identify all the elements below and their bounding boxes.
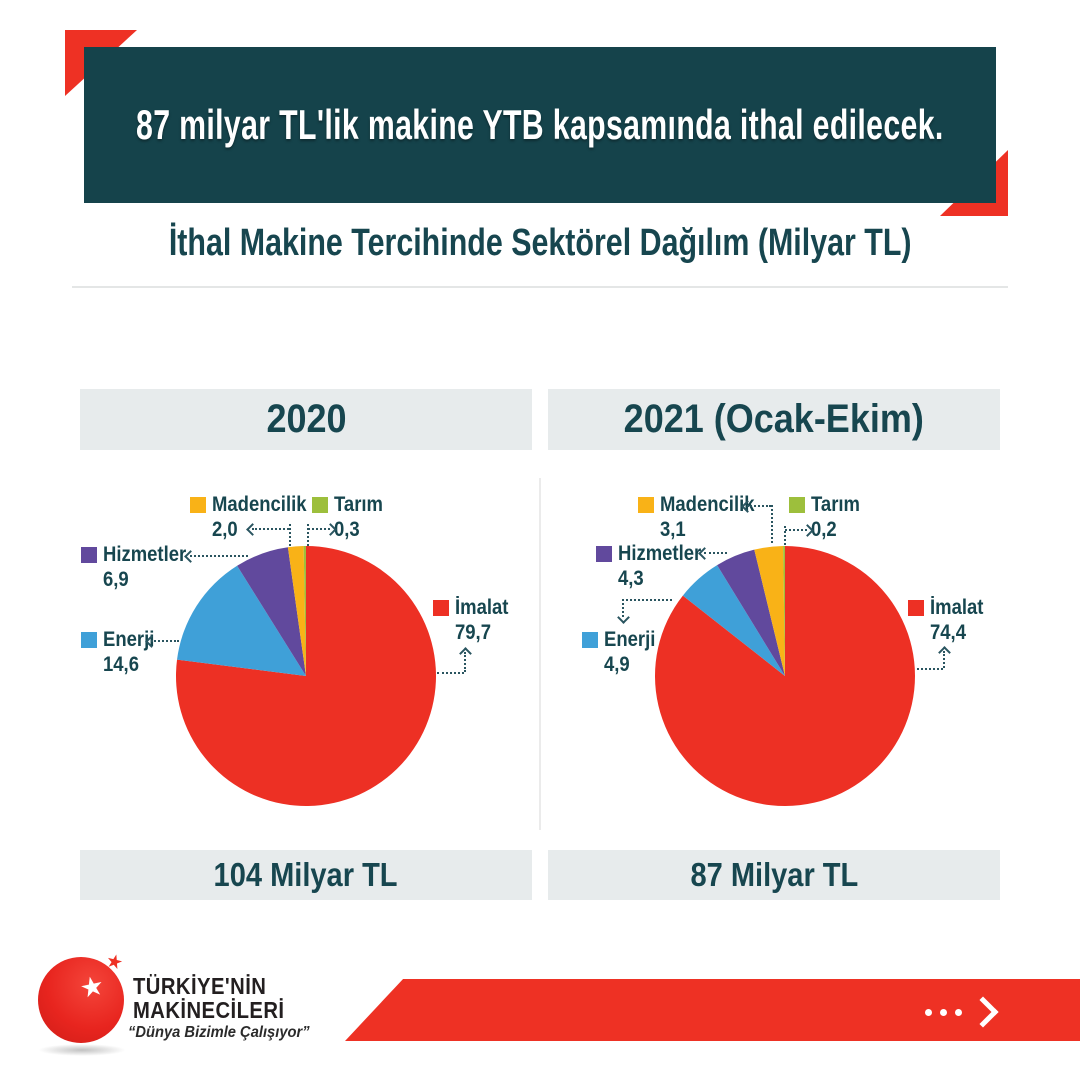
leader-line <box>771 505 773 543</box>
imalat-swatch-icon <box>908 600 924 616</box>
leader-line <box>190 555 248 557</box>
tarim-swatch-icon <box>312 497 328 513</box>
legend-label: Madencilik <box>660 493 755 516</box>
logo-circle <box>38 957 124 1043</box>
dot-icon <box>940 1008 947 1016</box>
legend-value: 14,6 <box>103 653 139 676</box>
legend-value: 6,9 <box>103 568 129 591</box>
legend-value: 0,2 <box>811 518 837 541</box>
legend-value: 4,3 <box>618 567 644 590</box>
legend-2020-tarim: Tarım 0,3 <box>312 494 390 543</box>
enerji-swatch-icon <box>81 632 97 648</box>
legend-label: Hizmetler <box>618 542 702 565</box>
leader-line <box>622 599 672 601</box>
panel-header-2021: 2021 (Ocak-Ekim) <box>548 389 1000 450</box>
legend-2020-madencilik: Madencilik 2,0 <box>190 494 319 543</box>
legend-value: 74,4 <box>930 621 966 644</box>
red-star-icon: ★ <box>103 949 126 975</box>
leader-line <box>151 640 179 642</box>
leader-line <box>464 652 466 672</box>
legend-label: İmalat <box>455 596 509 619</box>
total-2021-label: 87 Milyar TL <box>690 856 858 893</box>
horizontal-divider <box>72 286 1008 288</box>
legend-2021-madencilik: Madencilik 3,1 <box>638 494 767 543</box>
next-arrow-button[interactable] <box>925 996 999 1028</box>
dot-icon <box>925 1008 932 1016</box>
leader-line <box>704 552 727 554</box>
leader-line <box>437 672 464 674</box>
legend-value: 4,9 <box>604 653 630 676</box>
headline-title: 87 milyar TL'lik makine YTB kapsamında i… <box>136 101 944 148</box>
legend-label: Madencilik <box>212 493 307 516</box>
legend-label: Hizmetler <box>103 543 187 566</box>
chart-subtitle: İthal Makine Tercihinde Sektörel Dağılım… <box>168 222 912 264</box>
total-2020-label: 104 Milyar TL <box>213 856 399 893</box>
leader-line <box>308 528 330 530</box>
panel-header-2021-label: 2021 (Ocak-Ekim) <box>623 397 925 441</box>
legend-value: 0,3 <box>334 518 360 541</box>
leader-arrow-down <box>617 611 630 624</box>
leader-arrow-up <box>459 647 472 660</box>
panel-header-2020-label: 2020 <box>265 397 347 441</box>
dot-icon <box>955 1008 962 1016</box>
legend-value: 2,0 <box>212 518 238 541</box>
total-box-2020: 104 Milyar TL <box>80 850 532 900</box>
legend-2020-imalat: İmalat 79,7 <box>433 597 516 646</box>
madencilik-swatch-icon <box>190 497 206 513</box>
imalat-swatch-icon <box>433 600 449 616</box>
leader-line <box>917 668 943 670</box>
legend-label: Enerji <box>604 628 656 651</box>
logo-shadow <box>38 1044 126 1056</box>
leader-line <box>785 529 807 531</box>
tarim-swatch-icon <box>789 497 805 513</box>
legend-label: Tarım <box>811 493 860 516</box>
legend-value: 79,7 <box>455 621 491 644</box>
legend-2021-enerji: Enerji 4,9 <box>582 629 662 678</box>
chevron-right-icon <box>967 996 999 1028</box>
leader-arrow-up <box>938 646 951 659</box>
logo-text-line2: MAKİNECİLERİ <box>133 997 285 1023</box>
leader-line <box>943 651 945 668</box>
enerji-swatch-icon <box>582 632 598 648</box>
hizmetler-swatch-icon <box>81 547 97 563</box>
legend-label: Enerji <box>103 628 155 651</box>
madencilik-swatch-icon <box>638 497 654 513</box>
leader-line <box>622 599 624 617</box>
panel-divider <box>539 478 541 830</box>
legend-2021-tarim: Tarım 0,2 <box>789 494 867 543</box>
legend-2020-hizmetler: Hizmetler 6,9 <box>81 544 198 593</box>
leader-line <box>289 524 291 546</box>
logo-text-line1: TÜRKİYE'NİN <box>133 973 267 999</box>
legend-label: İmalat <box>930 596 984 619</box>
panel-header-2020: 2020 <box>80 389 532 450</box>
subtitle-wrap: İthal Makine Tercihinde Sektörel Dağılım… <box>0 222 1080 265</box>
legend-2021-imalat: İmalat 74,4 <box>908 597 991 646</box>
leader-line <box>747 505 771 507</box>
hizmetler-swatch-icon <box>596 546 612 562</box>
pie-chart-2021 <box>655 546 915 806</box>
leader-line <box>307 524 309 546</box>
total-box-2021: 87 Milyar TL <box>548 850 1000 900</box>
legend-value: 3,1 <box>660 518 686 541</box>
logo-slogan: “Dünya Bizimle Çalışıyor” <box>128 1024 310 1041</box>
pie-chart-2020 <box>176 546 436 806</box>
headline-banner: 87 milyar TL'lik makine YTB kapsamında i… <box>84 47 996 203</box>
legend-label: Tarım <box>334 493 383 516</box>
leader-line <box>784 526 786 545</box>
legend-2021-hizmetler: Hizmetler 4,3 <box>596 543 713 592</box>
legend-2020-enerji: Enerji 14,6 <box>81 629 161 678</box>
leader-line <box>252 528 289 530</box>
